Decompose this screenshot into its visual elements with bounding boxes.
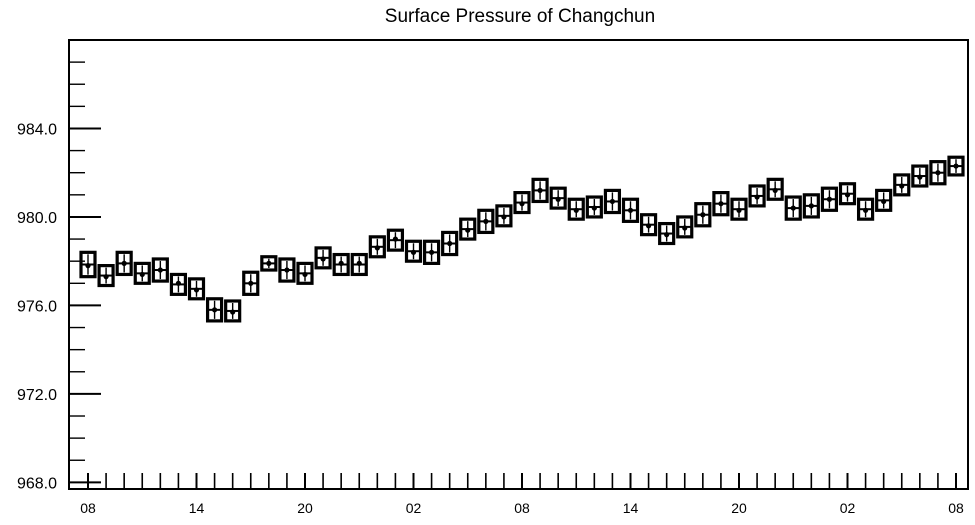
median-point [428,249,435,255]
median-point [591,205,597,211]
box-series [79,155,965,323]
x-tick-label: 14 [623,500,639,516]
median-point [157,267,163,273]
x-tick-label: 20 [297,500,313,516]
median-point [627,207,634,213]
median-point [862,207,869,213]
median-point [682,225,688,231]
median-point [917,174,923,180]
median-point [483,218,489,224]
median-point [284,267,290,273]
x-tick-label: 20 [731,500,747,516]
median-point [519,201,525,207]
median-point [881,198,887,205]
y-tick-label: 972.0 [17,387,57,404]
x-tick-label: 14 [189,500,205,516]
median-point [664,232,670,238]
median-point [573,207,579,213]
median-point [609,198,616,205]
median-point [302,271,308,278]
y-tick-label: 976.0 [17,298,57,315]
y-tick-label: 968.0 [17,475,57,492]
median-point [211,307,218,313]
median-point [555,196,561,202]
median-point [338,260,344,266]
median-point [772,187,778,194]
median-point [844,192,851,198]
median-point [320,256,326,262]
x-tick-label: 02 [840,500,856,516]
median-point [193,287,200,293]
median-point [953,163,959,169]
median-point [718,201,724,207]
median-point [410,249,417,255]
x-tick-label: 08 [948,500,964,516]
median-point [139,271,145,278]
x-tick-label: 02 [406,500,422,516]
plot-frame [68,39,969,490]
median-point [645,223,652,229]
median-point [248,280,254,286]
median-point [899,183,905,189]
median-point [447,240,453,247]
median-point [374,245,380,251]
median-point [808,203,814,209]
median-point [103,274,109,280]
x-axis: 08 14 20 02 08 14 20 02 08 [80,473,964,516]
median-point [465,227,471,233]
median-point [501,214,507,220]
median-point [700,212,706,218]
median-point [356,260,362,266]
x-tick-label: 08 [514,500,530,516]
median-point [266,260,272,266]
median-point [230,309,236,315]
x-tick-label: 08 [80,500,96,516]
median-point [175,280,182,286]
median-point [826,196,833,202]
median-point [736,207,742,213]
median-point [754,194,760,200]
y-axis: 968.0 972.0 976.0 980.0 984.0 [17,61,101,492]
median-point [790,205,796,211]
y-tick-label: 984.0 [17,121,57,138]
median-point [935,170,941,176]
chart-title: Surface Pressure of Changchun [385,6,655,27]
median-point [121,260,127,266]
median-point [392,236,399,242]
median-point [85,263,91,269]
y-tick-label: 980.0 [17,210,57,227]
median-point [537,187,543,194]
